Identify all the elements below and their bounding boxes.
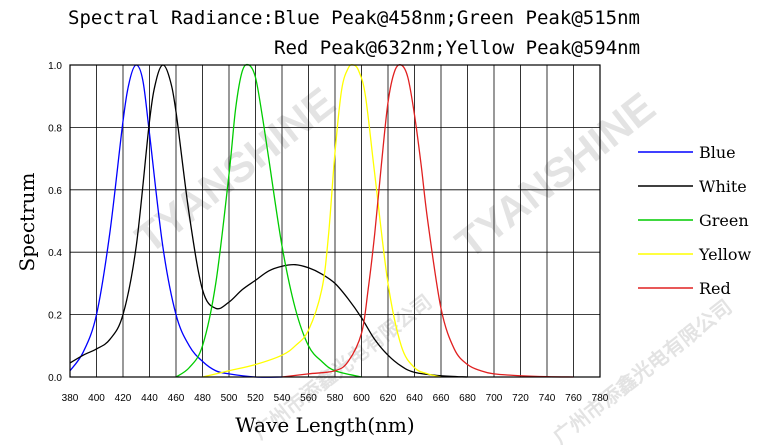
plot-grid [69, 64, 601, 378]
chart-title-line2: Red Peak@632nm;Yellow Peak@594nm [274, 37, 640, 59]
x-tick-label: 640 [406, 393, 423, 404]
x-tick-label: 580 [327, 393, 344, 404]
watermark-brand: TYANSHINE [447, 83, 664, 267]
x-tick-label: 540 [274, 393, 291, 404]
x-tick-label: 400 [88, 393, 105, 404]
legend-label-blue: Blue [699, 143, 736, 162]
y-tick-label: 0.4 [48, 248, 62, 259]
y-tick-label: 0.6 [48, 186, 62, 197]
y-tick-label: 0.2 [48, 311, 62, 322]
x-tick-label: 680 [459, 393, 476, 404]
x-tick-label: 780 [592, 393, 609, 404]
watermark-brand: TYANSHINE [127, 78, 344, 262]
series-line-yellow [202, 64, 442, 378]
x-tick-label: 380 [62, 393, 79, 404]
x-tick-label: 760 [565, 393, 582, 404]
x-axis-label: Wave Length(nm) [235, 413, 414, 437]
legend-label-green: Green [699, 211, 749, 230]
y-tick-label: 0.8 [48, 123, 62, 134]
x-tick-label: 420 [115, 393, 132, 404]
x-tick-label: 520 [247, 393, 264, 404]
x-tick-label: 560 [300, 393, 317, 404]
x-tick-label: 660 [433, 393, 450, 404]
x-tick-labels: 380 400 420 440 460 480 500 520 540 560 580 600 620 6… [62, 393, 609, 404]
chart-title-line1: Spectral Radiance:Blue Peak@458nm;Green … [68, 7, 640, 29]
series-line-white [69, 64, 468, 378]
x-tick-label: 460 [168, 393, 185, 404]
series-line-blue [69, 64, 283, 378]
series-line-green [175, 63, 362, 378]
x-tick-label: 480 [194, 393, 211, 404]
x-tick-label: 720 [512, 393, 529, 404]
legend-label-yellow: Yellow [698, 245, 752, 264]
legend-label-white: White [699, 177, 747, 196]
legend: Blue White Green Yellow Red [638, 143, 752, 298]
x-tick-label: 600 [353, 393, 370, 404]
x-tick-label: 500 [221, 393, 238, 404]
plot-frame [69, 64, 601, 378]
y-axis-label: Spectrum [15, 172, 39, 271]
series-curves [69, 63, 574, 378]
x-tick-label: 620 [380, 393, 397, 404]
series-line-red [281, 64, 574, 378]
x-tick-label: 740 [539, 393, 556, 404]
y-tick-label: 1.0 [48, 61, 62, 72]
y-tick-label: 0.0 [48, 373, 62, 384]
x-tick-label: 700 [486, 393, 503, 404]
x-tick-label: 440 [141, 393, 158, 404]
watermark-company-cn: 广州市添鑫光电有限公司 [548, 295, 736, 445]
legend-label-red: Red [699, 279, 731, 298]
watermark: TYANSHINE TYANSHINE 广州市添鑫光电有限公司 广州市添鑫光电有… [127, 78, 737, 445]
y-tick-labels: 0.0 0.2 0.4 0.6 0.8 1.0 [48, 61, 62, 384]
